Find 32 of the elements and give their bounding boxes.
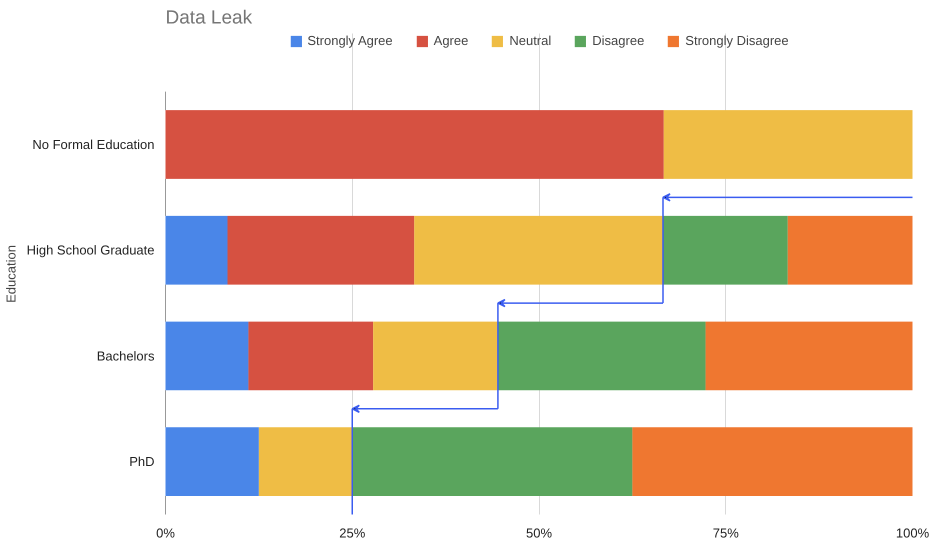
bar	[788, 216, 912, 285]
y-tick-label: High School Graduate	[26, 242, 155, 258]
bar	[414, 216, 663, 285]
bar	[632, 427, 912, 496]
chart-title: Data Leak	[166, 8, 253, 28]
legend-label: Agree	[434, 33, 468, 48]
bar	[498, 322, 706, 390]
legend-label: Disagree	[592, 33, 644, 48]
bar	[166, 322, 248, 390]
legend-label: Strongly Agree	[307, 33, 393, 48]
x-tick-label: 25%	[339, 526, 366, 540]
y-tick-label: Bachelors	[96, 348, 155, 364]
bar	[166, 427, 259, 496]
x-tick-label: 100%	[896, 526, 930, 540]
bar	[166, 110, 664, 179]
bar	[352, 427, 632, 496]
y-axis-title: Education	[4, 245, 19, 303]
x-tick-label: 0%	[156, 526, 176, 540]
bar	[663, 216, 788, 285]
x-tick-label: 50%	[526, 526, 552, 540]
x-tick-label: 75%	[712, 526, 740, 540]
y-tick-label: PhD	[129, 454, 155, 470]
legend-label: Strongly Disagree	[685, 33, 789, 48]
bar	[228, 216, 414, 285]
bar	[248, 322, 374, 390]
bar	[706, 322, 912, 390]
bar	[373, 322, 498, 390]
bar	[664, 110, 912, 179]
bar	[166, 216, 228, 285]
bar	[258, 427, 352, 496]
legend-label: Neutral	[509, 33, 552, 48]
y-tick-label: No Formal Education	[32, 137, 155, 152]
